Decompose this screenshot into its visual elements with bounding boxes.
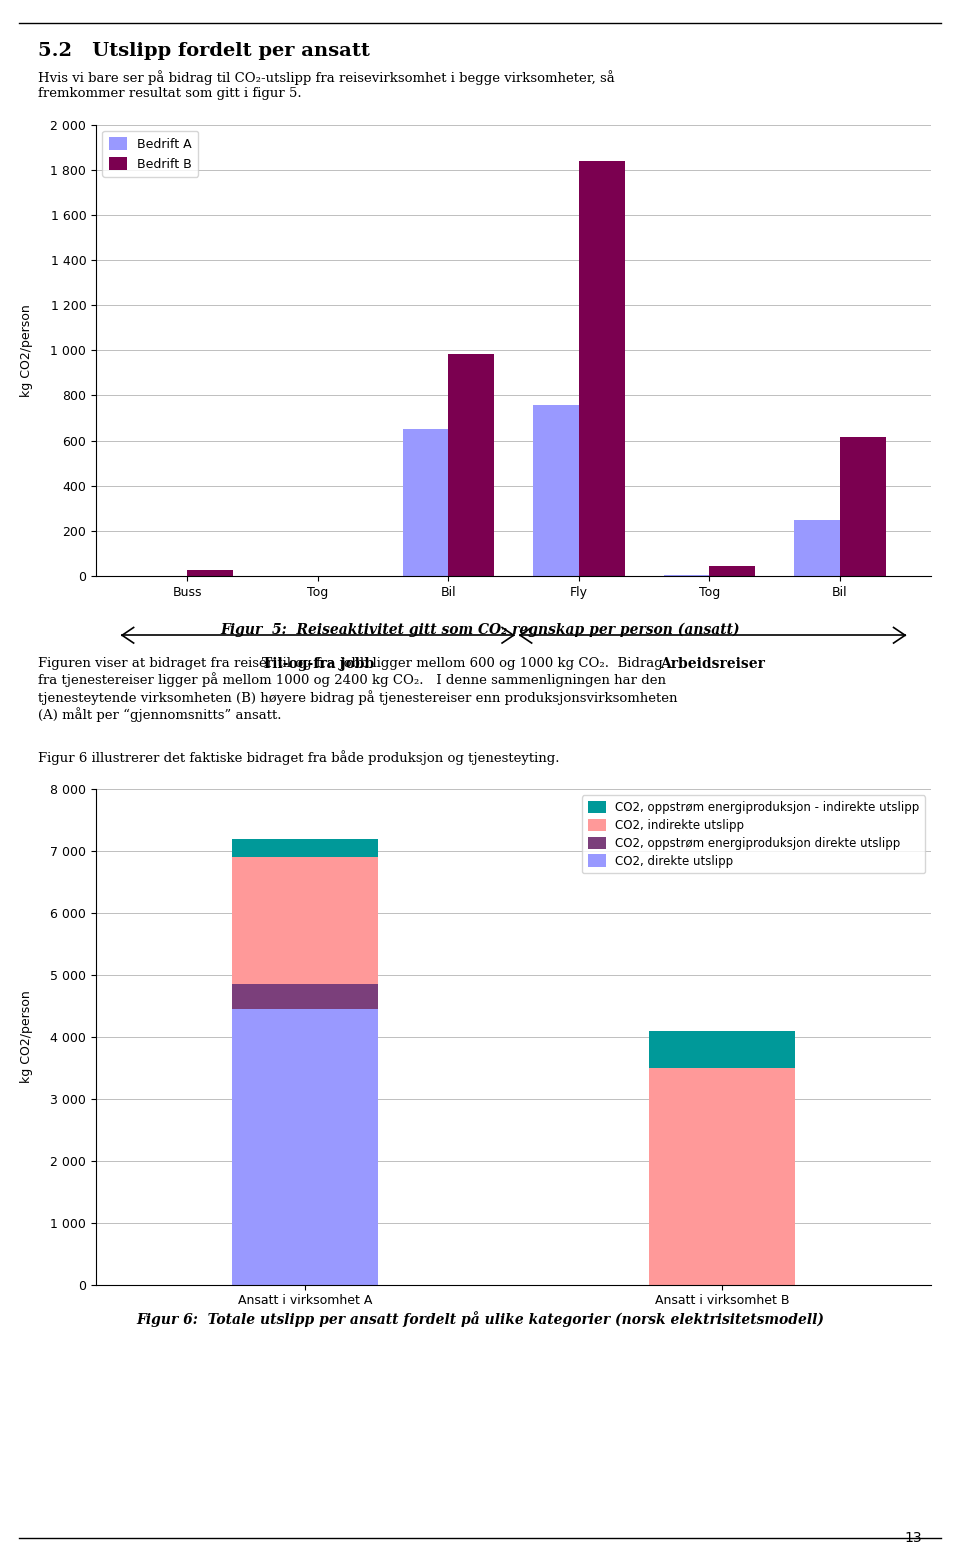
Text: 5.2   Utslipp fordelt per ansatt: 5.2 Utslipp fordelt per ansatt: [38, 42, 371, 61]
Y-axis label: kg CO2/person: kg CO2/person: [20, 990, 34, 1084]
Text: Figuren viser at bidraget fra reiser til og fra jobb ligger mellom 600 og 1000 k: Figuren viser at bidraget fra reiser til…: [38, 657, 678, 722]
Bar: [709, 565, 755, 576]
Text: Arbeidsreiser: Arbeidsreiser: [660, 657, 765, 671]
Bar: [231, 839, 378, 858]
Legend: CO2, oppstrøm energiproduksjon - indirekte utslipp, CO2, indirekte utslipp, CO2,: CO2, oppstrøm energiproduksjon - indirek…: [582, 796, 925, 873]
Bar: [533, 405, 579, 576]
Y-axis label: kg CO2/person: kg CO2/person: [20, 304, 34, 397]
Bar: [649, 1031, 796, 1068]
Bar: [231, 984, 378, 1009]
Bar: [840, 438, 885, 576]
Bar: [448, 353, 494, 576]
Bar: [187, 570, 233, 576]
Bar: [231, 1009, 378, 1285]
Bar: [579, 160, 625, 576]
Bar: [231, 858, 378, 984]
Text: Figur  5:  Reiseaktivitet gitt som CO₂ regnskap per person (ansatt): Figur 5: Reiseaktivitet gitt som CO₂ reg…: [220, 623, 740, 637]
Bar: [649, 1068, 796, 1285]
Legend: Bedrift A, Bedrift B: Bedrift A, Bedrift B: [103, 131, 199, 177]
Text: Til-og-fra jobb: Til-og-fra jobb: [262, 657, 374, 671]
Text: 13: 13: [904, 1531, 922, 1545]
Text: Figur 6 illustrerer det faktiske bidraget fra både produksjon og tjenesteyting.: Figur 6 illustrerer det faktiske bidrage…: [38, 750, 560, 766]
Bar: [402, 430, 448, 576]
Text: Hvis vi bare ser på bidrag til CO₂-utslipp fra reisevirksomhet i begge virksomhe: Hvis vi bare ser på bidrag til CO₂-utsli…: [38, 70, 615, 100]
Text: Figur 6:  Totale utslipp per ansatt fordelt på ulike kategorier (norsk elektrisi: Figur 6: Totale utslipp per ansatt forde…: [136, 1311, 824, 1327]
Bar: [794, 520, 840, 576]
